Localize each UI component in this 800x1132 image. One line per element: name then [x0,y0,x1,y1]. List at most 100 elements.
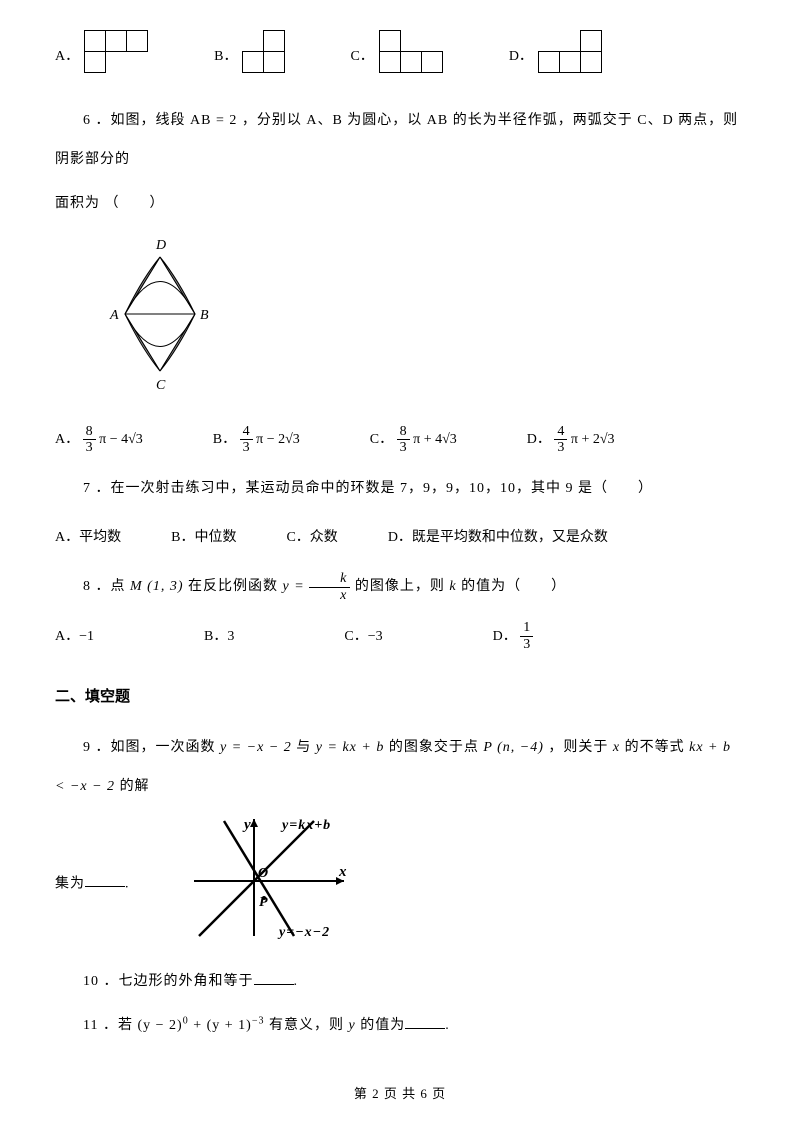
q6-opt-d: D． 43 π + 2√3 [527,420,615,459]
q11-text: 11 ．若 (y − 2)0 + (y + 1)−3 有意义，则 y 的值为. [55,1006,745,1045]
opt-val: −1 [79,629,94,644]
shape-a [84,30,154,76]
q6-opt-c: C． 83 π + 4√3 [370,420,457,459]
frac-d: 3 [83,440,96,455]
q6-ab: AB = 2 [190,113,237,128]
frac-d: x [309,588,350,603]
shape-c [379,30,449,76]
label-D: D [155,238,166,253]
svg-text:y: y [242,817,252,833]
q9-p5: 的不等式 [625,740,685,755]
section-2-title: 二、填空题 [55,676,745,718]
q7-opt-c: C．众数 [286,518,337,557]
q8-pt: M (1, 3) [130,579,184,594]
frac-d: 3 [520,637,533,652]
q6-text: 6 ．如图，线段 AB = 2 ，分别以 A、B 为圆心，以 AB 的长为半径作… [55,101,745,179]
q9-p4: ，则关于 [548,740,608,755]
q7-options: A．平均数 B．中位数 C．众数 D．既是平均数和中位数，又是众数 [55,518,745,557]
frac-n: k [309,571,350,587]
q6-diagram: A B D C [95,234,745,410]
frac-n: 4 [240,424,253,440]
q11-e1: (y − 2) [137,1018,182,1033]
opt-label: B． [204,629,227,644]
q9-pt: P (n, −4) [483,740,544,755]
opt-label: C． [370,432,393,447]
q5-opt-b: B． [214,30,290,76]
q8-p1: 8 ．点 [83,579,126,594]
q10-t2: . [294,974,299,989]
q9-f1: y = −x − 2 [220,740,292,755]
opt-label: A． [55,432,79,447]
opt-label: C． [344,629,367,644]
q9-p2: 与 [296,740,311,755]
shape-d [538,30,608,76]
opt-label: D． [493,629,517,644]
q9-tail-line: 集为. y x O P y=kx+b y=−x−2 [55,811,745,957]
blank [254,970,294,985]
q11-t3: 的值为 [360,1018,405,1033]
q9-p3: 的图象交于点 [389,740,479,755]
q9-x: x [613,740,620,755]
q9-text: 9 ．如图，一次函数 y = −x − 2 与 y = kx + b 的图象交于… [55,728,745,806]
svg-text:y=kx+b: y=kx+b [280,818,331,833]
q11-s2: −3 [252,1016,265,1027]
opt-label: A． [55,629,79,644]
q8-p4: 的值为（ ） [461,579,566,594]
q5-opt-c: C． [350,30,448,76]
q11-t1: 11 ．若 [83,1018,133,1033]
q6-prefix: 6 ．如图，线段 [83,113,186,128]
opt-val: 3 [227,629,234,644]
frac-n: 8 [83,424,96,440]
q11-t4: . [445,1018,450,1033]
label-B: B [200,308,209,323]
opt-label: C． [350,37,373,76]
q11-t2: 有意义，则 [269,1018,344,1033]
q10-t1: 10 ．七边形的外角和等于 [83,974,254,989]
frac-n: 4 [554,424,567,440]
q9-graph: y x O P y=kx+b y=−x−2 [174,811,364,957]
frac-n: 1 [520,620,533,636]
opt-label: B． [213,432,236,447]
q7-opt-a: A．平均数 [55,518,121,557]
q11-s1: 0 [183,1016,189,1027]
frac-d: 3 [240,440,253,455]
q11-y: y [349,1018,356,1033]
frac-d: 3 [397,440,410,455]
q8-p2: 在反比例函数 [188,579,278,594]
expr-tail: π − 2√3 [256,432,300,447]
opt-val: −3 [368,629,383,644]
expr-tail: π + 2√3 [571,432,615,447]
label-A: A [109,308,119,323]
frac-d: 3 [554,440,567,455]
q11-e2: (y + 1) [207,1018,252,1033]
blank [85,872,125,887]
svg-text:O: O [258,866,269,881]
q7-text: 7 ．在一次射击练习中，某运动员命中的环数是 7，9，9，10，10，其中 9 … [55,469,745,508]
opt-label: D． [527,432,551,447]
shape-b [242,30,290,76]
q6-opt-b: B． 43 π − 2√3 [213,420,300,459]
q6-paren: （ ） [105,196,165,211]
q8-opt-d: D． 13 [493,617,534,656]
opt-label: B． [214,37,237,76]
q9-tail: 集为 [55,876,85,891]
q8-k: k [449,579,456,594]
expr-tail: π + 4√3 [413,432,457,447]
q10-text: 10 ．七边形的外角和等于. [55,962,745,1001]
blank [405,1014,445,1029]
q5-options: A． B． C． D． [55,30,745,76]
q8-p3: 的图像上，则 [355,579,445,594]
q8-opt-b: B．3 [204,617,234,656]
frac-n: 8 [397,424,410,440]
q9-p1: 9 ．如图，一次函数 [83,740,216,755]
q6-text2: 面积为 （ ） [55,184,745,223]
q9-p6: 的解 [120,779,150,794]
q5-opt-a: A． [55,30,154,76]
opt-label: D． [509,37,533,76]
q7-opt-b: B．中位数 [171,518,236,557]
q8-opt-a: A．−1 [55,617,94,656]
expr-tail: π − 4√3 [99,432,143,447]
q6-suffix: 面积为 [55,196,100,211]
opt-label: A． [55,37,79,76]
q11-plus: + [193,1018,206,1033]
